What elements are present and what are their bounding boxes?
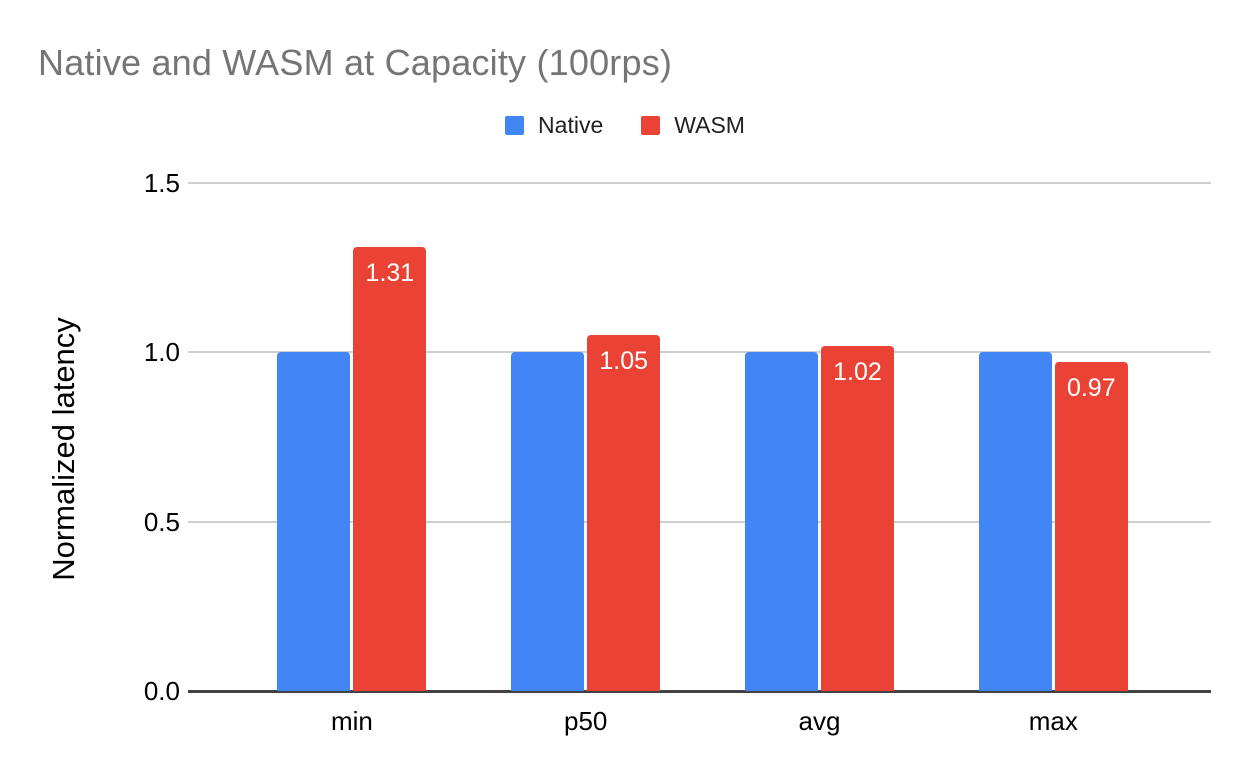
legend-label: WASM — [674, 112, 745, 138]
x-tick-label: min — [330, 706, 373, 736]
y-axis-title: Normalized latency — [46, 317, 81, 581]
gridline — [188, 182, 1211, 184]
gridline — [188, 520, 1211, 523]
bar-native-p50 — [511, 352, 585, 691]
legend-swatch-icon — [641, 116, 661, 135]
chart-title: Native and WASM at Capacity (100rps) — [38, 42, 673, 83]
bar-wasm-p50 — [587, 335, 661, 691]
bar-wasm-min — [353, 247, 427, 691]
y-tick-label: 0.5 — [143, 506, 180, 537]
legend-swatch-icon — [505, 116, 525, 135]
bar-value-label: 1.05 — [599, 347, 649, 376]
bar-native-avg — [745, 352, 818, 691]
x-tick-label: max — [1028, 706, 1078, 736]
gridline — [188, 351, 1211, 354]
bar-value-label: 1.31 — [365, 259, 415, 288]
bar-value-label: 0.97 — [1066, 374, 1116, 403]
x-tick-label: p50 — [563, 706, 608, 736]
legend-item-native: Native — [505, 112, 603, 139]
bar-native-max — [978, 352, 1052, 691]
y-tick-label: 0.0 — [143, 676, 180, 706]
x-axis-baseline — [188, 690, 1211, 693]
bar-native-min — [277, 352, 351, 691]
y-tick-label: 1.5 — [143, 168, 180, 198]
x-tick-label: avg — [798, 706, 841, 736]
y-tick-label: 1.0 — [143, 337, 180, 368]
bar-value-label: 1.02 — [833, 357, 882, 386]
legend: Native WASM — [0, 112, 1250, 139]
legend-label: Native — [538, 112, 604, 138]
bar-wasm-avg — [821, 345, 894, 691]
legend-item-wasm: WASM — [641, 112, 745, 139]
bar-wasm-max — [1054, 362, 1128, 691]
